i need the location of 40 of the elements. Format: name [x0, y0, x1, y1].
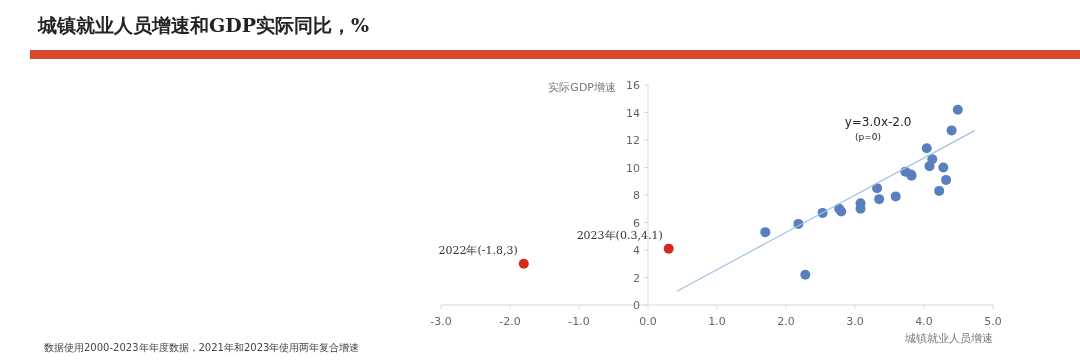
text: 数据使用2000-2023年年度数据，2021年和2023年使用两年复合增速: [44, 342, 360, 353]
point: [952, 104, 963, 115]
annotation: 2022年(-1.8,3): [438, 243, 518, 257]
point: [663, 243, 674, 254]
y-tick-label: 0: [633, 299, 640, 312]
x-tick-label: -1.0: [568, 315, 590, 328]
point: [934, 185, 945, 196]
x-tick-label: 0.0: [639, 315, 657, 328]
x-tick-label: 4.0: [915, 315, 933, 328]
x-tick-label: 1.0: [708, 315, 726, 328]
point: [921, 143, 932, 154]
point: [946, 125, 957, 136]
x-tick-label: 3.0: [846, 315, 864, 328]
y-tick-label: 8: [633, 189, 640, 202]
point: [941, 174, 952, 185]
x-tick-label: 2.0: [777, 315, 795, 328]
point: [800, 269, 811, 280]
point: [890, 191, 901, 202]
y-tick-label: 14: [626, 106, 640, 120]
text: 城镇就业人员增速和GDP实际同比，%: [37, 14, 370, 36]
y-tick-label: 10: [626, 161, 640, 175]
annotation: (p=0): [855, 132, 882, 142]
point: [874, 194, 885, 205]
annotation: 2023年(0.3,4.1): [576, 228, 663, 242]
point: [518, 258, 529, 269]
y-tick-label: 12: [626, 134, 640, 147]
point: [872, 183, 883, 194]
annotation: y=3.0x-2.0: [844, 115, 912, 130]
y-tick-label: 2: [633, 271, 640, 285]
point: [938, 162, 949, 173]
y-tick-label: 4: [633, 244, 640, 257]
x-tick-label: 5.0: [984, 315, 1002, 328]
point: [760, 227, 771, 238]
point: [924, 161, 935, 172]
y-tick-label: 16: [626, 79, 640, 92]
x-axis-title: 城镇就业人员增速: [904, 332, 993, 345]
y-tick-label: 6: [633, 216, 640, 230]
x-tick-label: -3.0: [430, 315, 452, 328]
y-axis-title: 实际GDP增速: [548, 81, 616, 94]
x-tick-label: -2.0: [499, 315, 521, 328]
